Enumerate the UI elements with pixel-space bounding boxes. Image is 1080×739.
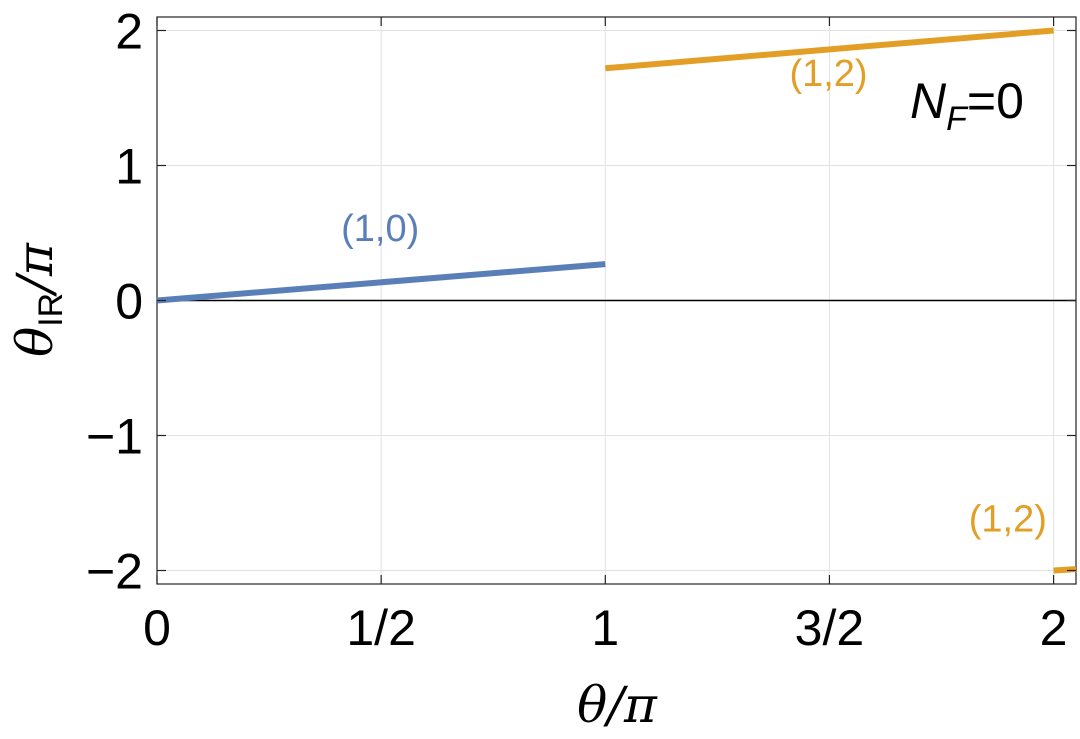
tick-layer: 0 1/2 1 3/2 2 −2 −1 0 1 2 xyxy=(86,4,1076,656)
x-tick-label: 1/2 xyxy=(346,600,416,656)
x-tick-label: 3/2 xyxy=(795,600,865,656)
nf-label-base: N xyxy=(910,73,947,129)
annotation-layer: (1,0) (1,2) (1,2) xyxy=(341,53,1047,540)
series-layer xyxy=(156,27,1077,574)
x-tick-label: 0 xyxy=(143,600,171,656)
y-tick-label: −2 xyxy=(86,544,143,600)
nf-label-sub: F xyxy=(946,100,969,138)
nf-label-tail: =0 xyxy=(967,73,1024,129)
x-axis-title: θ/π xyxy=(577,676,658,734)
y-tick-label: 1 xyxy=(115,139,143,195)
series-line-1 xyxy=(156,261,606,304)
y-tick-label: −1 xyxy=(86,409,143,465)
y-axis-title-tail: /π xyxy=(6,242,64,297)
y-axis-title-sub: IR xyxy=(32,293,70,327)
series-annotation: (1,2) xyxy=(789,53,867,95)
series-line-3 xyxy=(1053,566,1077,574)
series-annotation: (1,2) xyxy=(969,498,1047,540)
y-axis-title-base: θ xyxy=(6,327,64,357)
series-annotation: (1,0) xyxy=(341,208,419,250)
y-axis-title: θIR/π xyxy=(6,242,70,357)
y-tick-label: 2 xyxy=(115,4,143,60)
series-line-2 xyxy=(605,27,1054,72)
y-tick-label: 0 xyxy=(115,274,143,330)
x-tick-label: 1 xyxy=(591,600,619,656)
nf-label: NF=0 xyxy=(910,73,1024,138)
x-tick-label: 2 xyxy=(1040,600,1068,656)
